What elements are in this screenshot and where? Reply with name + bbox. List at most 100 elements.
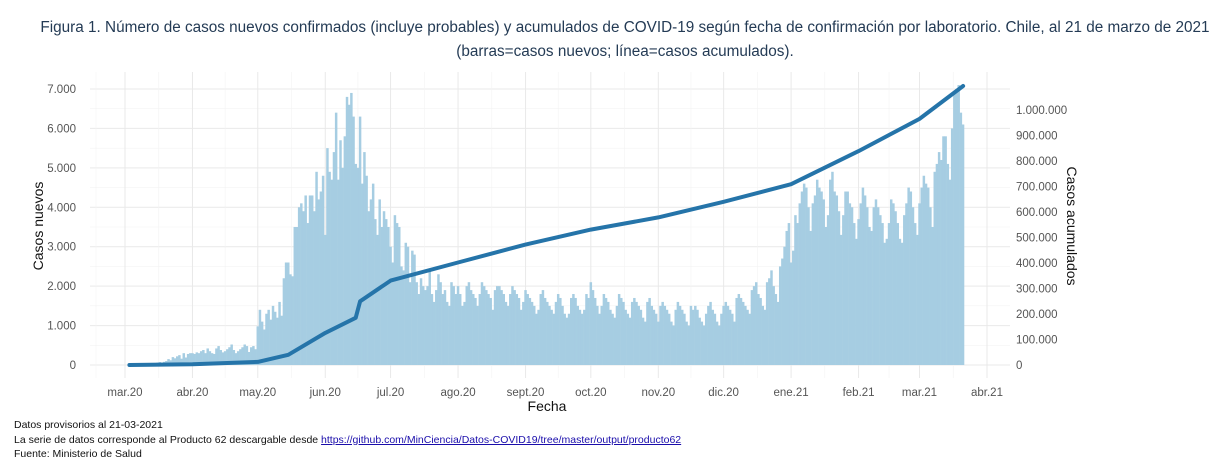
bar [506,305,510,365]
bar [167,359,170,365]
bar [445,301,449,365]
bar [624,309,627,365]
bar [785,230,788,365]
bar [883,242,886,365]
bar [548,305,551,365]
left-axis-ticks: 0 1.000 2.000 3.000 4.000 5.000 6.000 7.000 [47,84,76,372]
bar [260,321,264,365]
bar [273,311,277,365]
bar [208,351,212,365]
bar [465,286,468,365]
bar [822,199,825,365]
bar [450,282,453,365]
bar [861,187,865,365]
bar [815,179,819,365]
bar [308,195,312,365]
bar [228,347,231,365]
bar [419,278,423,365]
x-tick-label: ene.21 [773,387,808,399]
bar [922,175,926,365]
bar [356,167,360,365]
bar [358,116,362,365]
bar [672,325,675,365]
bar [328,171,331,365]
bar [626,313,630,365]
bar [243,344,246,365]
bar [602,294,606,365]
bar [852,223,856,365]
left-tick-label: 1.000 [47,321,76,333]
x-tick-label: sept.20 [507,387,545,399]
bar [687,325,691,365]
bar [341,167,344,365]
bar [515,294,519,365]
bar [245,346,249,365]
bar [591,290,595,365]
bar [552,313,556,365]
bar [247,351,251,365]
bar [352,116,355,365]
bar [517,297,521,365]
bar [741,301,745,365]
bar [528,297,532,365]
bar [443,290,447,365]
bar [674,309,677,365]
bar [495,286,499,365]
bar [657,321,660,365]
bar [437,274,440,365]
bar [948,179,952,365]
bar [280,315,283,365]
bar [559,297,562,365]
bar [567,313,571,365]
bar [258,309,262,365]
right-axis-ticks: 0 100.000 200.000 300.000 400.000 500.000 600.… [1016,105,1067,372]
bar [430,294,434,365]
bar [191,353,194,365]
bar [411,250,414,365]
bar [802,183,806,365]
bar [345,96,349,365]
bar [765,282,769,365]
bar [702,325,706,365]
bar [942,136,945,365]
bar [500,290,503,365]
bar [846,191,849,365]
bar [404,242,408,365]
bar [689,305,693,365]
figure-title: Figura 1. Número de casos nuevos confirm… [40,19,1210,60]
bar [859,203,862,365]
bar [809,230,812,365]
bar [900,242,904,365]
line-cumulative-cases [127,84,966,367]
bar [776,301,780,365]
left-tick-label: 2.000 [47,281,76,293]
bar [794,215,797,365]
bar [924,183,928,365]
bar [293,227,297,365]
bar [402,270,405,365]
bar [868,227,871,365]
bar [206,348,209,365]
bar [252,346,255,365]
x-tick-label: mar.21 [902,387,937,399]
bar [807,207,810,365]
bar [234,353,238,365]
bar [241,347,244,365]
bar [263,329,266,365]
bar [435,290,438,365]
bar [837,211,841,365]
bar [746,309,749,365]
bar [757,294,760,365]
bar [337,179,340,365]
bar [502,294,505,365]
dataset-link[interactable]: https://github.com/MinCiencia/Datos-COVI… [321,433,682,446]
bar [439,282,442,365]
bar [232,350,236,365]
bar [905,203,908,365]
right-tick-label: 0 [1016,360,1022,372]
bar [202,350,205,365]
bar [842,215,845,365]
bar [933,171,936,365]
bar [317,199,320,365]
